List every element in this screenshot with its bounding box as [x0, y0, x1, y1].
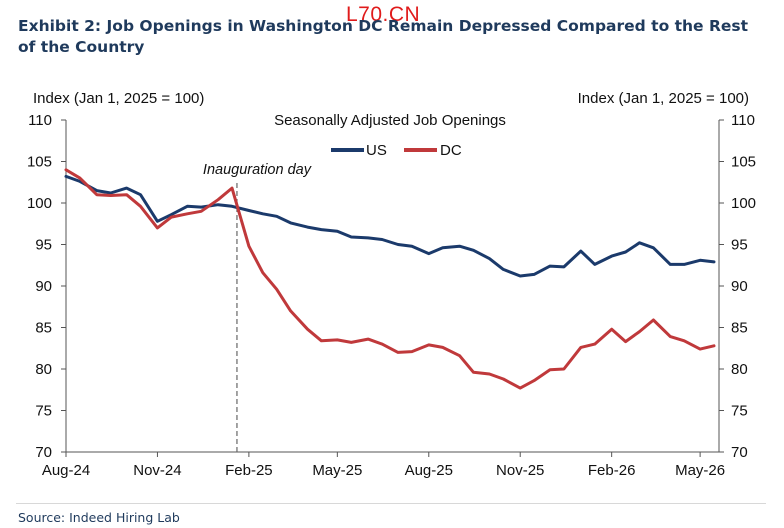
x-tick-label: May-25: [312, 462, 362, 479]
left-axis-label: Index (Jan 1, 2025 = 100): [33, 90, 204, 107]
legend: US DC: [331, 142, 462, 159]
x-tick-label: Feb-25: [225, 462, 273, 479]
y-tick-label-right: 75: [731, 403, 748, 420]
y-tick-label-left: 110: [28, 112, 52, 129]
y-tick-label-left: 95: [35, 237, 52, 254]
y-tick-label-left: 100: [27, 195, 52, 212]
legend-label-dc: DC: [440, 142, 462, 159]
footer-divider: [16, 503, 766, 504]
y-tick-label-right: 105: [731, 154, 756, 171]
x-tick-label: Aug-24: [42, 462, 90, 479]
y-tick-label-right: 80: [731, 361, 748, 378]
x-tick-label: Nov-25: [496, 462, 544, 479]
inauguration-annotation-label: Inauguration day: [203, 162, 312, 178]
y-tick-label-left: 75: [35, 403, 52, 420]
y-tick-label-right: 90: [731, 278, 748, 295]
chart-title: Exhibit 2: Job Openings in Washington DC…: [18, 17, 749, 56]
y-tick-label-right: 95: [731, 237, 748, 254]
y-tick-label-right: 85: [731, 320, 748, 337]
legend-label-us: US: [366, 142, 387, 159]
y-tick-label-right: 110: [731, 112, 755, 129]
y-tick-label-left: 90: [35, 278, 52, 295]
watermark-text: L70.CN: [346, 3, 421, 26]
chart-subtitle: Seasonally Adjusted Job Openings: [274, 112, 506, 129]
y-tick-label-right: 100: [731, 195, 756, 212]
source-note: Source: Indeed Hiring Lab: [18, 510, 180, 525]
series-line-us: [64, 174, 716, 278]
y-tick-label-right: 70: [731, 444, 748, 461]
right-axis-label: Index (Jan 1, 2025 = 100): [578, 90, 749, 107]
x-tick-label: Feb-26: [588, 462, 636, 479]
y-tick-label-left: 80: [35, 361, 52, 378]
y-tick-label-left: 70: [35, 444, 52, 461]
x-tick-label: May-26: [675, 462, 725, 479]
x-tick-label: Nov-24: [133, 462, 181, 479]
x-tick-label: Aug-25: [405, 462, 453, 479]
y-tick-label-left: 85: [35, 320, 52, 337]
series-line-dc: [64, 168, 716, 390]
y-tick-label-left: 105: [27, 154, 52, 171]
